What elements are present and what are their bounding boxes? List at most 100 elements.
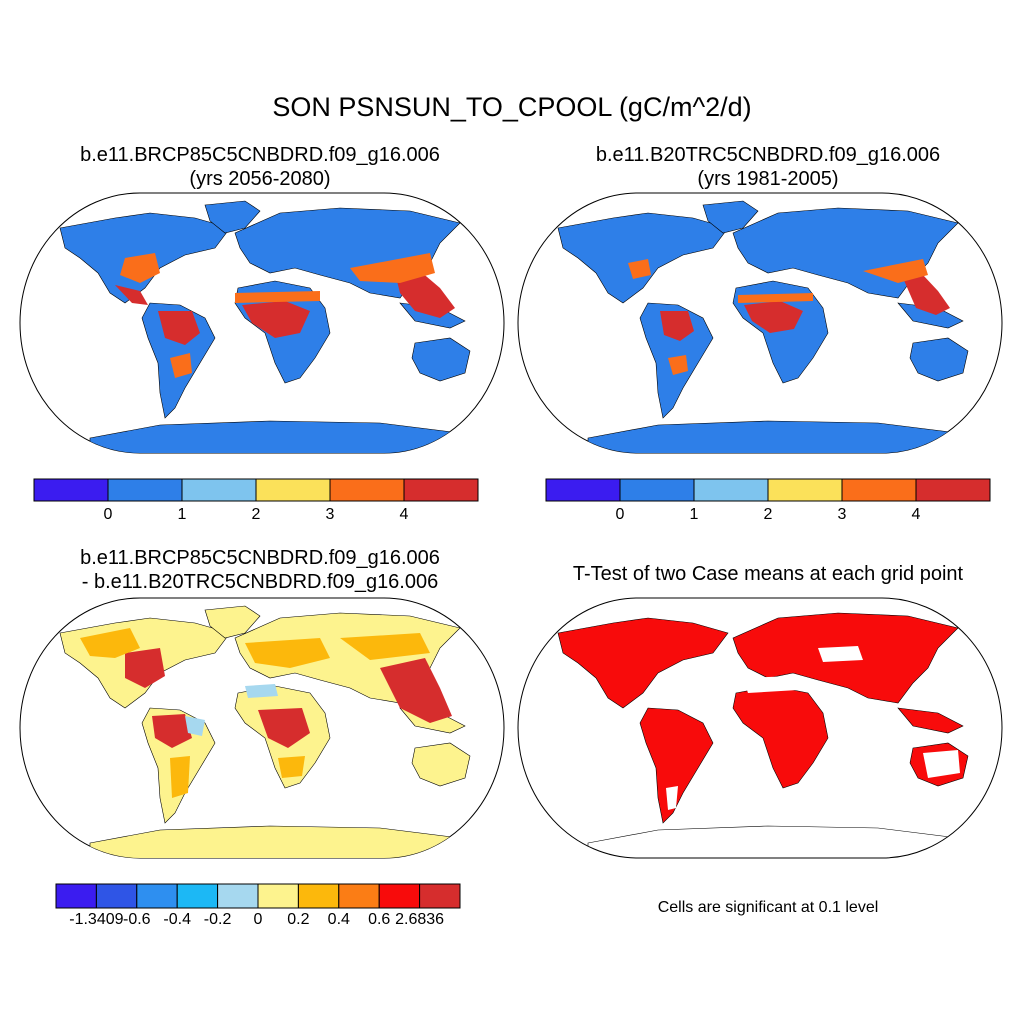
warm-south-brazil — [170, 353, 192, 378]
land-antarctica — [89, 825, 461, 858]
colorbar-label: 0 — [103, 506, 113, 523]
colorbar-swatch — [33, 478, 109, 502]
hotspot-se-asia — [395, 271, 455, 318]
colorbar-label: 3 — [837, 506, 847, 523]
diff-hot-us-east — [125, 648, 165, 688]
land-antarctica — [587, 420, 959, 453]
colorbar-swatch — [403, 478, 479, 502]
colorbar-swatch — [217, 883, 259, 909]
ttest-gap-australia — [923, 750, 960, 778]
diff-warm-south-america — [170, 756, 190, 798]
hotspot-amazon — [660, 311, 694, 341]
warm-south-brazil — [668, 355, 688, 375]
panel-title-line2: (yrs 2056-2080) — [189, 168, 331, 190]
colorbar-label: 1 — [689, 506, 699, 523]
land-greenland — [702, 200, 759, 234]
colorbar-top-left — [33, 478, 479, 502]
land-greenland — [204, 200, 261, 234]
colorbar-swatch — [297, 883, 340, 909]
significance-note: Cells are significant at 0.1 level — [657, 899, 879, 916]
panel-title-line1: b.e11.BRCP85C5CNBDRD.f09_g16.006 — [80, 144, 440, 166]
colorbar-label: 0.4 — [327, 911, 350, 928]
land-north-america — [557, 212, 729, 304]
warm-south-asia — [350, 253, 435, 283]
colorbar-label: -0.4 — [163, 911, 191, 928]
land-south-america — [639, 707, 714, 824]
hotspot-central-america — [115, 285, 148, 305]
warm-sahel — [738, 293, 813, 303]
colorbar-swatch — [176, 883, 219, 909]
hotspot-congo — [242, 301, 310, 338]
colorbar-bottom-left — [55, 883, 461, 909]
colorbar-label: 2 — [251, 506, 261, 523]
diff-cool-amazon — [185, 716, 205, 736]
map-panel-top-right — [517, 192, 1003, 454]
map-panel-top-left — [19, 192, 505, 454]
colorbar-top-right — [545, 478, 991, 502]
panel-title-line1: T-Test of two Case means at each grid po… — [572, 563, 964, 585]
colorbar-label: 4 — [399, 506, 409, 523]
colorbar-swatch — [55, 883, 97, 909]
colorbar-label: 3 — [325, 506, 335, 523]
diff-hot-se-asia — [380, 658, 452, 723]
diff-warm-canada — [80, 628, 140, 658]
land-north-america — [557, 617, 729, 709]
colorbar-swatch — [181, 478, 257, 502]
warm-south-asia — [863, 259, 928, 283]
land-greenland — [204, 605, 261, 639]
panel-title-line1: b.e11.B20TRC5CNBDRD.f09_g16.006 — [595, 144, 941, 166]
colorbar-label: 0.6 — [368, 911, 391, 928]
panel-title-line2: - b.e11.B20TRC5CNBDRD.f09_g16.006 — [81, 571, 439, 593]
warm-us-east — [628, 259, 651, 279]
colorbar-swatch — [257, 883, 299, 909]
colorbar-swatch — [767, 478, 843, 502]
colorbar-label: 2 — [763, 506, 773, 523]
colorbar-swatch — [95, 883, 138, 909]
panel-title-top-right: b.e11.B20TRC5CNBDRD.f09_g16.006 (yrs 198… — [518, 143, 1018, 191]
land-africa — [732, 685, 829, 789]
land-australia — [411, 337, 471, 382]
diff-warm-asia — [340, 633, 430, 660]
diff-warm-southern-africa — [278, 756, 305, 778]
colorbar-swatch — [915, 478, 991, 502]
diff-cool-sahara — [245, 684, 278, 698]
warm-us-east — [120, 253, 160, 283]
colorbar-swatch — [255, 478, 331, 502]
hotspot-congo — [744, 301, 803, 333]
land-antarctica — [89, 420, 461, 453]
diff-hot-amazon — [152, 714, 192, 748]
colorbar-label: 1 — [177, 506, 187, 523]
panel-title-bottom-left: b.e11.BRCP85C5CNBDRD.f09_g16.006 - b.e11… — [10, 546, 510, 594]
colorbar-label: -0.2 — [203, 911, 232, 928]
colorbar-swatch — [693, 478, 769, 502]
diff-warm-europe — [245, 638, 330, 668]
hotspot-se-asia — [903, 275, 950, 315]
panel-title-top-left: b.e11.BRCP85C5CNBDRD.f09_g16.006 (yrs 20… — [10, 143, 510, 191]
colorbar-swatch — [329, 478, 405, 502]
panel-title-line1: b.e11.BRCP85C5CNBDRD.f09_g16.006 — [80, 547, 440, 569]
colorbar-swatch — [619, 478, 695, 502]
colorbar-label: -0.6 — [123, 911, 151, 928]
land-indonesia — [897, 707, 964, 734]
colorbar-label: -1.3409 — [69, 911, 124, 928]
panel-title-line2: (yrs 1981-2005) — [697, 168, 839, 190]
ttest-gap-sahara — [743, 676, 798, 693]
map-panel-bottom-right — [517, 597, 1003, 859]
map-panel-bottom-left — [19, 597, 505, 859]
colorbar-label: 4 — [911, 506, 921, 523]
land-australia — [411, 742, 471, 787]
warm-sahel — [235, 291, 320, 303]
colorbar-swatch — [841, 478, 917, 502]
colorbar-swatch — [338, 883, 380, 909]
colorbar-label: 0 — [253, 911, 263, 928]
ttest-gap-central-asia — [818, 646, 863, 662]
colorbar-label: 2.6836 — [395, 911, 445, 928]
colorbar-swatch — [107, 478, 183, 502]
land-antarctica-outline — [587, 825, 959, 858]
colorbar-swatch — [136, 883, 178, 909]
colorbar-swatch — [419, 883, 461, 909]
colorbar-label: 0 — [615, 506, 625, 523]
land-australia — [909, 337, 969, 382]
colorbar-label: 0.2 — [287, 911, 310, 928]
